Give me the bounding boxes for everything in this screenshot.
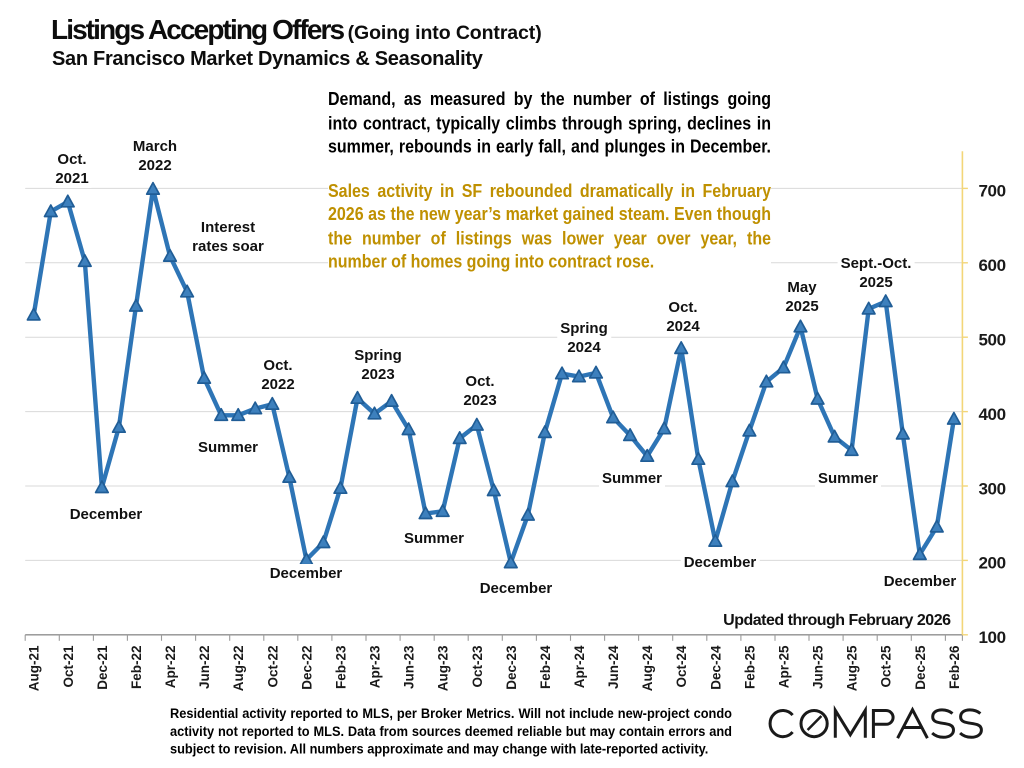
svg-text:Apr-23: Apr-23 <box>368 645 383 688</box>
svg-text:Jun-24: Jun-24 <box>606 645 621 689</box>
svg-text:Aug-21: Aug-21 <box>27 645 42 691</box>
svg-text:700: 700 <box>979 182 1006 201</box>
svg-text:Apr-22: Apr-22 <box>163 646 178 689</box>
svg-text:Dec-25: Dec-25 <box>913 645 928 690</box>
svg-text:Oct-25: Oct-25 <box>879 645 894 688</box>
svg-text:500: 500 <box>979 331 1006 350</box>
svg-text:Feb-23: Feb-23 <box>333 645 348 689</box>
svg-text:Oct-23: Oct-23 <box>470 645 485 688</box>
svg-text:Dec-22: Dec-22 <box>299 646 314 690</box>
svg-text:Dec-24: Dec-24 <box>708 645 723 690</box>
svg-text:Aug-22: Aug-22 <box>231 646 246 692</box>
svg-text:Aug-24: Aug-24 <box>640 645 655 691</box>
svg-text:Feb-24: Feb-24 <box>538 645 553 689</box>
svg-text:200: 200 <box>979 554 1006 573</box>
svg-text:600: 600 <box>979 256 1006 275</box>
svg-text:Jun-25: Jun-25 <box>811 645 826 689</box>
svg-text:Jun-22: Jun-22 <box>197 646 212 690</box>
svg-text:Feb-25: Feb-25 <box>742 645 757 689</box>
svg-text:Dec-21: Dec-21 <box>95 645 110 690</box>
svg-text:100: 100 <box>979 628 1006 647</box>
svg-text:Aug-25: Aug-25 <box>845 645 860 691</box>
svg-text:Apr-24: Apr-24 <box>572 645 587 688</box>
svg-text:300: 300 <box>979 479 1006 498</box>
svg-text:Oct-24: Oct-24 <box>674 645 689 688</box>
svg-text:Aug-23: Aug-23 <box>436 645 451 691</box>
svg-text:Feb-22: Feb-22 <box>129 646 144 690</box>
svg-text:Oct-22: Oct-22 <box>265 646 280 688</box>
svg-text:Jun-23: Jun-23 <box>402 645 417 689</box>
svg-text:Feb-26: Feb-26 <box>947 645 962 689</box>
svg-text:Dec-23: Dec-23 <box>504 645 519 690</box>
svg-text:Apr-25: Apr-25 <box>777 645 792 688</box>
svg-text:Oct-21: Oct-21 <box>61 645 76 688</box>
svg-text:400: 400 <box>979 405 1006 424</box>
